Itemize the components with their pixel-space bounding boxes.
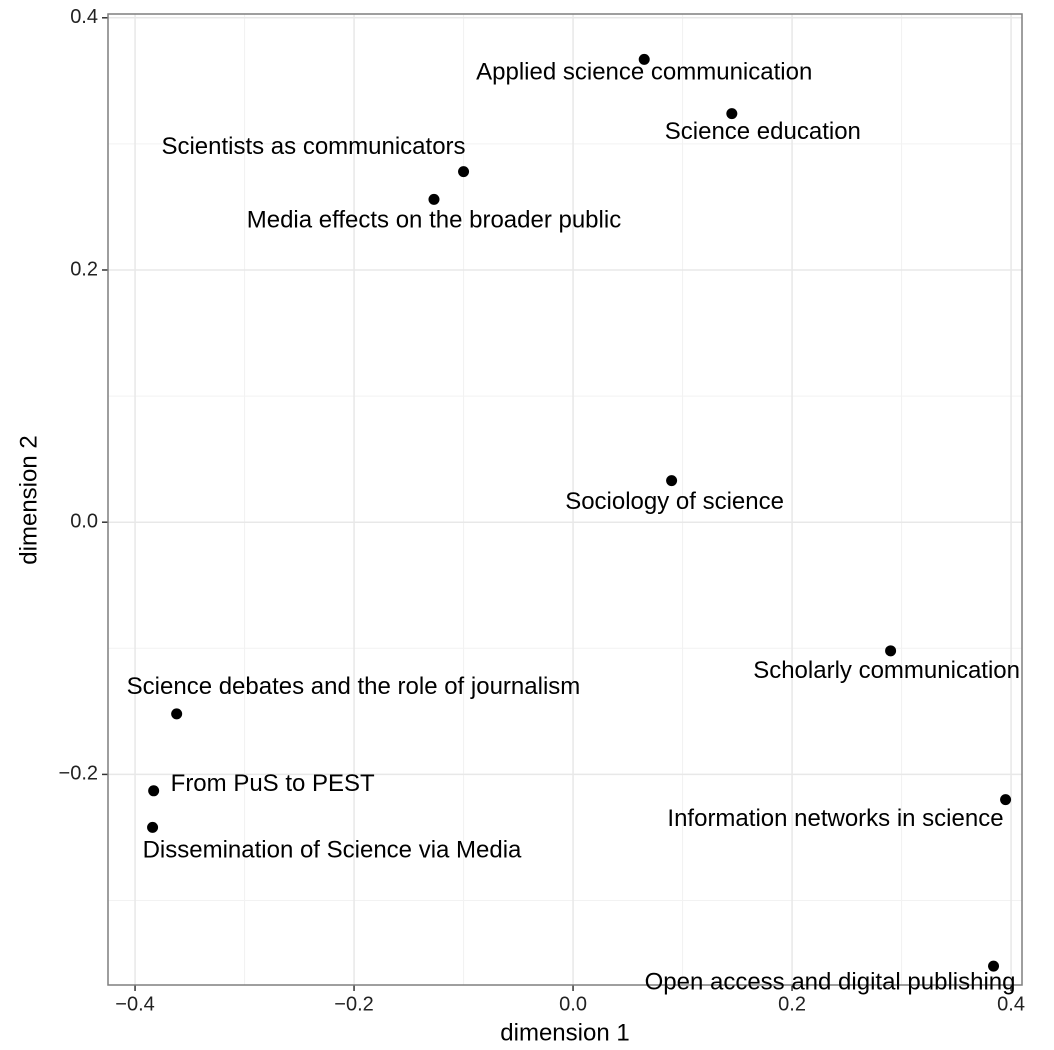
point-label: Dissemination of Science via Media — [143, 837, 522, 864]
x-tick-label: −0.2 — [334, 993, 373, 1015]
point — [666, 475, 678, 487]
x-tick-label: 0.2 — [778, 993, 806, 1015]
point-label: Applied science communication — [476, 59, 812, 86]
point — [1000, 794, 1012, 806]
x-tick-label: −0.4 — [115, 993, 154, 1015]
y-tick-label: 0.4 — [70, 6, 98, 28]
y-axis-title: dimension 2 — [15, 435, 42, 564]
point-label: From PuS to PEST — [171, 770, 375, 797]
point — [147, 821, 159, 833]
x-axis-title: dimension 1 — [500, 1019, 629, 1046]
point-label: Scientists as communicators — [161, 133, 465, 160]
point — [171, 708, 183, 720]
point — [638, 53, 650, 65]
plot-border — [107, 13, 1023, 986]
point — [726, 108, 738, 120]
x-tick-label: 0.4 — [997, 993, 1025, 1015]
point-label: Information networks in science — [667, 805, 1003, 832]
plot-panel — [108, 14, 1022, 985]
x-tick-label: 0.0 — [559, 993, 587, 1015]
point — [428, 193, 440, 205]
point-label: Scholarly communication — [753, 657, 1020, 684]
point-label: Science debates and the role of journali… — [127, 673, 581, 700]
point — [148, 785, 160, 797]
point — [885, 645, 897, 657]
point-label: Sociology of science — [565, 488, 784, 515]
point — [988, 960, 1000, 972]
y-tick-label: −0.2 — [59, 763, 98, 785]
point-label: Media effects on the broader public — [247, 207, 621, 234]
point — [458, 166, 470, 178]
y-tick-label: 0.0 — [70, 510, 98, 532]
y-tick-label: 0.2 — [70, 258, 98, 280]
point-label: Science education — [665, 118, 861, 145]
point-label: Open access and digital publishing — [645, 968, 1016, 995]
